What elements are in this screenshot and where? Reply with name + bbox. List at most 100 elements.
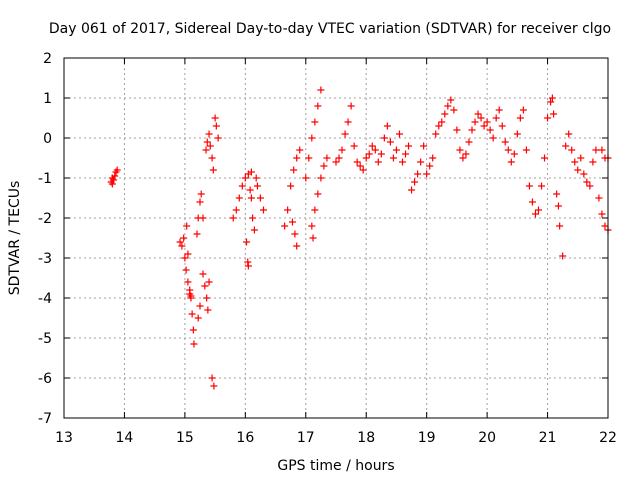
data-point xyxy=(284,206,292,214)
x-axis-ticks: 13 14 15 16 17 18 19 20 21 22 xyxy=(55,58,617,446)
data-point xyxy=(205,278,213,286)
data-point xyxy=(189,326,197,334)
data-point xyxy=(402,150,410,158)
data-point xyxy=(377,150,385,158)
data-point xyxy=(468,126,476,134)
data-point xyxy=(405,142,413,150)
data-point xyxy=(246,186,254,194)
data-point xyxy=(380,134,388,142)
data-point xyxy=(238,182,246,190)
data-point xyxy=(244,258,252,266)
data-point xyxy=(486,126,494,134)
data-point xyxy=(335,154,343,162)
data-point xyxy=(259,206,267,214)
data-point xyxy=(311,206,319,214)
data-point xyxy=(386,138,394,146)
data-point xyxy=(309,234,317,242)
data-point xyxy=(398,158,406,166)
data-point xyxy=(538,182,546,190)
data-point xyxy=(414,170,422,178)
data-point xyxy=(356,162,364,170)
y-tick-label: -4 xyxy=(38,291,52,307)
data-point xyxy=(317,86,325,94)
data-point xyxy=(541,154,549,162)
x-tick-label: 20 xyxy=(478,430,496,446)
data-point xyxy=(395,130,403,138)
data-point xyxy=(562,142,570,150)
data-point xyxy=(232,206,240,214)
data-point xyxy=(492,114,500,122)
data-point xyxy=(411,178,419,186)
data-point xyxy=(423,170,431,178)
data-point xyxy=(187,292,195,300)
data-point xyxy=(293,242,301,250)
data-point xyxy=(374,158,382,166)
data-point xyxy=(111,172,119,180)
data-points xyxy=(107,86,612,390)
data-point xyxy=(110,176,118,184)
data-point xyxy=(229,214,237,222)
data-point xyxy=(462,150,470,158)
data-point xyxy=(186,286,194,294)
data-point xyxy=(444,102,452,110)
data-point xyxy=(296,146,304,154)
data-point xyxy=(408,186,416,194)
data-point xyxy=(501,138,509,146)
data-point xyxy=(510,150,518,158)
data-point xyxy=(308,134,316,142)
data-point xyxy=(489,134,497,142)
data-point xyxy=(598,210,606,218)
data-point xyxy=(495,106,503,114)
y-tick-label: 2 xyxy=(43,51,52,67)
data-point xyxy=(180,234,188,242)
data-point xyxy=(247,194,255,202)
data-point xyxy=(598,146,606,154)
data-point xyxy=(453,126,461,134)
data-point xyxy=(290,166,298,174)
data-point xyxy=(193,230,201,238)
data-point xyxy=(288,218,296,226)
data-point xyxy=(208,374,216,382)
data-point xyxy=(548,94,556,102)
data-point xyxy=(244,262,252,270)
data-point xyxy=(199,270,207,278)
data-point xyxy=(426,162,434,170)
data-point xyxy=(450,106,458,114)
data-point xyxy=(199,214,207,222)
data-point xyxy=(190,340,198,348)
data-point xyxy=(212,122,220,130)
data-point xyxy=(202,146,210,154)
data-point xyxy=(571,158,579,166)
data-point xyxy=(281,222,289,230)
data-point xyxy=(184,250,192,258)
data-point xyxy=(247,168,255,176)
y-tick-label: -1 xyxy=(38,171,52,187)
data-point xyxy=(317,174,325,182)
data-point xyxy=(471,118,479,126)
data-point xyxy=(507,158,515,166)
data-point xyxy=(332,158,340,166)
data-point xyxy=(302,174,310,182)
data-point xyxy=(178,242,186,250)
data-point xyxy=(205,130,213,138)
data-point xyxy=(477,114,485,122)
data-point xyxy=(389,154,397,162)
data-point xyxy=(256,194,264,202)
data-point xyxy=(249,214,257,222)
data-point xyxy=(293,154,301,162)
data-point xyxy=(589,158,597,166)
data-point xyxy=(320,162,328,170)
data-point xyxy=(188,310,196,318)
data-point xyxy=(176,238,184,246)
data-point xyxy=(583,178,591,186)
data-point xyxy=(447,96,455,104)
y-tick-label: 1 xyxy=(43,91,52,107)
y-axis-ticks: 2 1 0 -1 -2 -3 -4 -5 -6 -7 xyxy=(38,51,608,427)
y-tick-label: 0 xyxy=(43,131,52,147)
data-point xyxy=(544,114,552,122)
data-point xyxy=(580,170,588,178)
data-point xyxy=(504,146,512,154)
data-point xyxy=(210,382,218,390)
data-point xyxy=(108,180,116,188)
data-point xyxy=(291,230,299,238)
